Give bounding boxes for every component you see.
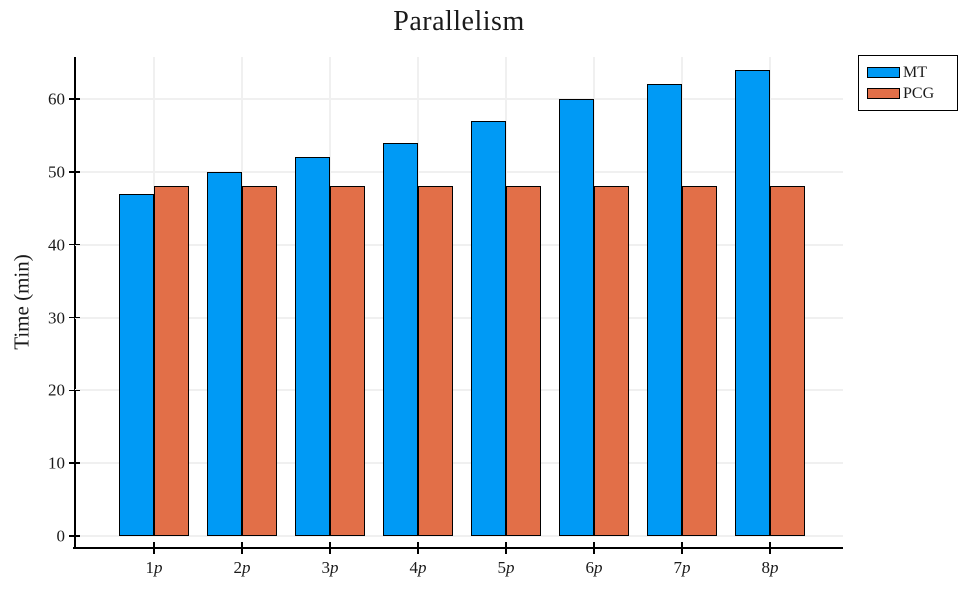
x-axis-spine bbox=[73, 547, 843, 549]
x-tick-label-number: 8 bbox=[761, 558, 771, 577]
chart-title: Parallelism bbox=[393, 6, 525, 37]
y-tick-40 bbox=[69, 243, 80, 246]
x-tick-2p bbox=[241, 542, 243, 554]
bar-pcg-7p bbox=[682, 186, 717, 536]
x-tick-label-suffix: p bbox=[682, 558, 691, 577]
x-tick-label-suffix: p bbox=[594, 558, 603, 577]
x-tick-label-8p: 8p bbox=[740, 558, 800, 578]
x-tick-8p bbox=[769, 542, 771, 554]
y-tick-label-0: 0 bbox=[56, 526, 66, 546]
y-tick-label-40: 40 bbox=[48, 235, 65, 255]
x-tick-label-number: 1 bbox=[145, 558, 155, 577]
gridline-y-30 bbox=[75, 316, 843, 319]
y-tick-60 bbox=[69, 98, 80, 100]
legend-swatch-mt bbox=[867, 67, 900, 78]
legend-label-pcg: PCG bbox=[903, 84, 935, 102]
bar-mt-7p bbox=[647, 84, 682, 536]
gridline-y-40 bbox=[75, 243, 843, 246]
y-tick-50 bbox=[69, 171, 80, 173]
x-tick-label-number: 7 bbox=[673, 558, 683, 577]
y-tick-20 bbox=[69, 389, 80, 392]
x-tick-1p bbox=[153, 542, 155, 554]
bar-pcg-4p bbox=[418, 186, 453, 536]
y-axis-label-text: Time (min) bbox=[9, 254, 34, 350]
x-tick-label-suffix: p bbox=[418, 558, 427, 577]
y-tick-30 bbox=[69, 316, 80, 319]
x-tick-label-2p: 2p bbox=[212, 558, 272, 578]
bar-mt-2p bbox=[207, 171, 242, 536]
bar-mt-6p bbox=[559, 99, 594, 536]
y-tick-label-60: 60 bbox=[48, 89, 65, 109]
bar-pcg-8p bbox=[770, 186, 805, 536]
x-tick-6p bbox=[593, 542, 595, 554]
bar-pcg-1p bbox=[154, 186, 189, 536]
y-tick-label-10: 10 bbox=[48, 453, 65, 473]
x-tick-label-1p: 1p bbox=[124, 558, 184, 578]
y-tick-label-50: 50 bbox=[48, 162, 65, 182]
gridline-y-50 bbox=[75, 170, 843, 173]
x-tick-label-5p: 5p bbox=[476, 558, 536, 578]
legend-swatch-pcg bbox=[867, 88, 900, 99]
x-tick-label-suffix: p bbox=[154, 558, 163, 577]
x-tick-4p bbox=[417, 542, 419, 554]
bar-pcg-5p bbox=[506, 186, 541, 536]
x-tick-label-number: 6 bbox=[585, 558, 595, 577]
x-tick-label-6p: 6p bbox=[564, 558, 624, 578]
y-tick-0 bbox=[69, 535, 80, 537]
gridline-y-20 bbox=[75, 389, 843, 392]
x-tick-label-suffix: p bbox=[242, 558, 251, 577]
y-axis-spine bbox=[74, 57, 76, 549]
x-tick-label-number: 5 bbox=[497, 558, 507, 577]
gridline-y-0 bbox=[75, 535, 843, 537]
gridline-y-60 bbox=[75, 98, 843, 100]
y-tick-label-20: 20 bbox=[48, 380, 65, 400]
y-tick-label-30: 30 bbox=[48, 308, 65, 327]
x-tick-label-suffix: p bbox=[330, 558, 339, 577]
x-tick-label-number: 4 bbox=[409, 558, 419, 577]
gridline-y-10 bbox=[75, 462, 843, 465]
bar-mt-3p bbox=[295, 157, 330, 536]
x-tick-3p bbox=[329, 542, 331, 554]
x-tick-label-number: 3 bbox=[321, 558, 331, 577]
y-tick-10 bbox=[69, 462, 80, 464]
bar-mt-8p bbox=[735, 69, 770, 536]
plot-area: 0 10 20 30 40 50 60 1p 2p 3p 4p 5p 6p 7p 8p bbox=[48, 57, 843, 577]
bar-mt-4p bbox=[383, 142, 418, 536]
legend-item-mt: MT bbox=[867, 64, 957, 82]
bar-pcg-3p bbox=[330, 186, 365, 536]
x-tick-5p bbox=[505, 542, 507, 554]
bar-mt-5p bbox=[471, 120, 506, 536]
x-tick-label-7p: 7p bbox=[652, 558, 712, 578]
bar-mt-1p bbox=[119, 193, 154, 536]
x-tick-label-3p: 3p bbox=[300, 558, 360, 578]
x-tick-label-suffix: p bbox=[770, 558, 779, 577]
x-tick-label-number: 2 bbox=[233, 558, 243, 577]
x-tick-label-suffix: p bbox=[506, 558, 515, 577]
bar-pcg-6p bbox=[594, 186, 629, 536]
bar-pcg-2p bbox=[242, 186, 277, 536]
x-tick-label-4p: 4p bbox=[388, 558, 448, 578]
legend-item-pcg: PCG bbox=[867, 85, 957, 103]
legend-label-mt: MT bbox=[903, 63, 927, 81]
legend: MT PCG bbox=[858, 55, 958, 111]
x-tick-7p bbox=[681, 542, 683, 554]
